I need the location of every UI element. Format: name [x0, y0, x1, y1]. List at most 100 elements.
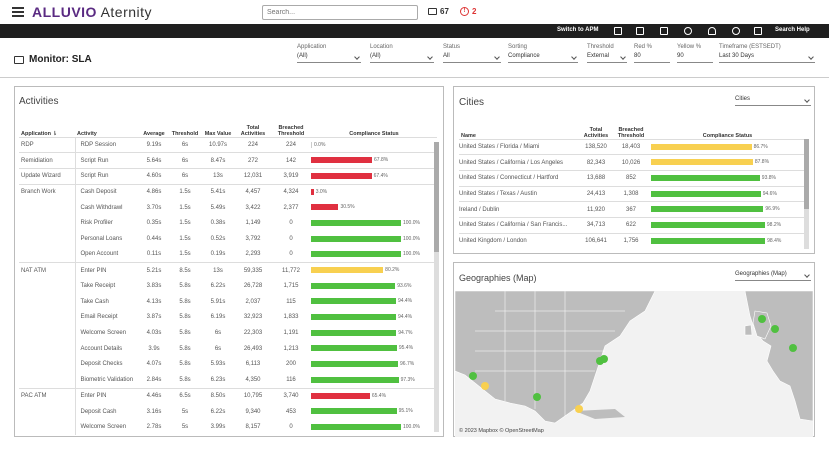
application-cell: Update Wizard [19, 167, 76, 185]
filter-threshold[interactable]: Threshold External [587, 44, 627, 63]
table-row[interactable]: United States / California / Los Angeles… [459, 154, 804, 171]
table-row[interactable]: Biometric Validation 2.84s 5.8s 6.23s 4,350 1… [19, 372, 437, 388]
map-marker[interactable] [533, 393, 541, 401]
compliance-bar [311, 267, 384, 274]
table-row[interactable]: Ireland / Dublin 11,920 367 96.9% [459, 201, 804, 218]
table-row[interactable]: Open Account 0.11s 1.5s 0.19s 2,293 0 100.0% [19, 246, 437, 263]
table-row[interactable]: Branch Work Cash Deposit 4.86s 1.5s 5.41s 4,4… [19, 183, 437, 200]
table-row[interactable]: Welcome Screen 2.78s 5s 3.99s 8,157 0 100.0% [19, 419, 437, 436]
col-name[interactable]: Name [461, 132, 476, 139]
activity-cell: Cash Withdrawl [80, 204, 123, 211]
col-threshold[interactable]: Threshold [171, 130, 199, 137]
search-input[interactable] [262, 5, 418, 20]
table-row[interactable]: United States / Texas / Austin 24,413 1,30… [459, 186, 804, 202]
map-marker[interactable] [758, 315, 766, 323]
table-row[interactable]: RDP RDP Session 9.19s 6s 10.97s 224 224 0.0% [19, 136, 437, 153]
compliance-label: 80.2% [385, 267, 400, 274]
alert-icon: ! [460, 7, 469, 16]
sort-icon[interactable]: ⇂ [52, 130, 58, 137]
table-row[interactable]: Remidiation Script Run 5.64s 6s 8.47s 272 142 6… [19, 152, 437, 169]
map-marker[interactable] [469, 372, 477, 380]
col-total-activities[interactable]: Total Activities [240, 124, 266, 137]
search-help-button[interactable]: Search Help [775, 27, 810, 33]
cities-dropdown[interactable]: Cities [735, 96, 811, 106]
map-marker[interactable] [575, 405, 583, 413]
gear-icon[interactable] [684, 27, 692, 35]
table-row[interactable]: Update Wizard Script Run 4.60s 6s 13s 12,031 3… [19, 167, 437, 185]
compliance-cell: 98.2% [651, 217, 804, 233]
filter-red-percent[interactable]: Red % 80 [634, 44, 670, 63]
table-row[interactable]: Cash Withdrawl 3.70s 1.5s 5.49s 3,422 2,377 30… [19, 199, 437, 216]
table-row[interactable]: Welcome Screen 4.03s 5.8s 6s 22,303 1,191 94.7… [19, 325, 437, 341]
compliance-label: 97.3% [400, 376, 415, 383]
world-map[interactable] [455, 291, 813, 437]
col-breached-threshold[interactable]: Breached Threshold [617, 126, 645, 139]
total-cell: 1,149 [245, 220, 261, 227]
table-row[interactable]: United States / Florida / Miami 138,520 18… [459, 139, 804, 155]
table-row[interactable]: PAC ATM Enter PIN 4.46s 6.5s 8.50s 10,795 3,74… [19, 387, 437, 404]
fullscreen-icon[interactable] [636, 27, 644, 35]
map-dropdown[interactable]: Geographies (Map) [735, 271, 811, 281]
switch-to-apm-button[interactable]: Switch to APM [557, 27, 599, 33]
share-icon[interactable] [660, 27, 668, 35]
activity-cell: Script Run [75, 167, 139, 185]
table-row[interactable]: Deposit Checks 4.07s 5.8s 5.93s 6,113 200 96.7… [19, 356, 437, 373]
monitors-counter[interactable]: 67 [428, 7, 449, 16]
compliance-label: 87.8% [754, 159, 770, 166]
activity-cell: Deposit Checks [80, 361, 123, 368]
app-logo[interactable]: ALLUVIO Aternity [32, 4, 153, 20]
cities-scroll-thumb[interactable] [804, 139, 809, 209]
col-compliance-status[interactable]: Compliance Status [702, 132, 753, 139]
max-value-cell: 10.97s [201, 136, 235, 153]
table-row[interactable]: Account Details 3.9s 5.8s 6s 26,493 1,213 95.4… [19, 340, 437, 357]
compliance-bar [651, 174, 760, 181]
col-total-activities[interactable]: Total Activities [583, 126, 609, 139]
hamburger-menu-icon[interactable] [12, 7, 24, 17]
filter-application[interactable]: Application (All) [297, 44, 361, 63]
activity-cell: Account Details [80, 345, 123, 352]
table-row[interactable]: Email Receipt 3.87s 5.8s 6.19s 32,923 1,833 94… [19, 309, 437, 326]
col-max-value[interactable]: Max Value [204, 130, 232, 137]
table-row[interactable]: United Kingdom / London 106,641 1,756 98.4% [459, 233, 804, 249]
breached-cell: 3,740 [271, 387, 311, 404]
filter-sorting[interactable]: Sorting Compliance [508, 44, 578, 63]
table-row[interactable]: United States / California / San Francis… [459, 217, 804, 233]
map-marker[interactable] [481, 382, 489, 390]
compliance-label: 96.9% [765, 206, 780, 213]
activity-cell: Biometric Validation [80, 376, 134, 383]
application-cell: PAC ATM [19, 387, 76, 404]
help-icon[interactable] [732, 27, 740, 35]
compliance-label: 0.0% [314, 141, 326, 148]
col-compliance-status[interactable]: Compliance Status [349, 130, 399, 137]
save-icon[interactable] [614, 27, 622, 35]
table-row[interactable]: Take Receipt 3.83s 5.8s 6.22s 26,728 1,715 93.… [19, 278, 437, 294]
filter-location[interactable]: Location (All) [370, 44, 434, 63]
map-marker[interactable] [600, 355, 608, 363]
table-row[interactable]: Deposit Cash 3.16s 5s 6.22s 9,340 453 95.1% [19, 403, 437, 420]
alerts-counter[interactable]: ! 2 [460, 7, 476, 16]
col-application[interactable]: Application ⇂ [21, 130, 58, 137]
average-cell: 0.35s [146, 220, 162, 227]
col-average[interactable]: Average [143, 130, 165, 137]
activities-scroll-thumb[interactable] [434, 142, 439, 252]
filter-status[interactable]: Status All [443, 44, 501, 63]
table-row[interactable]: Risk Profiler 0.35s 1.5s 0.38s 1,149 0 100.0% [19, 215, 437, 232]
map-marker[interactable] [771, 325, 779, 333]
announcement-icon[interactable] [754, 27, 762, 35]
col-breached-threshold[interactable]: Breached Threshold [277, 124, 305, 137]
map-marker[interactable] [789, 344, 797, 352]
table-row[interactable]: United States / Connecticut / Hartford 13… [459, 170, 804, 186]
compliance-bar [311, 329, 397, 336]
filter-yellow-percent[interactable]: Yellow % 90 [677, 44, 713, 63]
total-cell: 59,335 [235, 262, 271, 279]
table-row[interactable]: Take Cash 4.13s 5.8s 5.91s 2,037 115 94.4% [19, 293, 437, 310]
user-icon[interactable] [708, 27, 716, 35]
table-row[interactable]: Personal Loans 0.44s 1.5s 0.52s 3,792 0 100.0% [19, 231, 437, 247]
threshold-cell: 5.8s [179, 283, 191, 290]
table-row[interactable]: NAT ATM Enter PIN 5.21s 8.5s 13s 59,335 11,772… [19, 262, 437, 279]
activities-scrollbar[interactable] [434, 142, 439, 432]
col-activity[interactable]: Activity [77, 130, 97, 137]
threshold-cell: 1.5s [179, 251, 191, 258]
filter-timeframe[interactable]: Timeframe (ESTSEDT) Last 30 Days [719, 44, 815, 63]
compliance-bar [651, 237, 766, 244]
